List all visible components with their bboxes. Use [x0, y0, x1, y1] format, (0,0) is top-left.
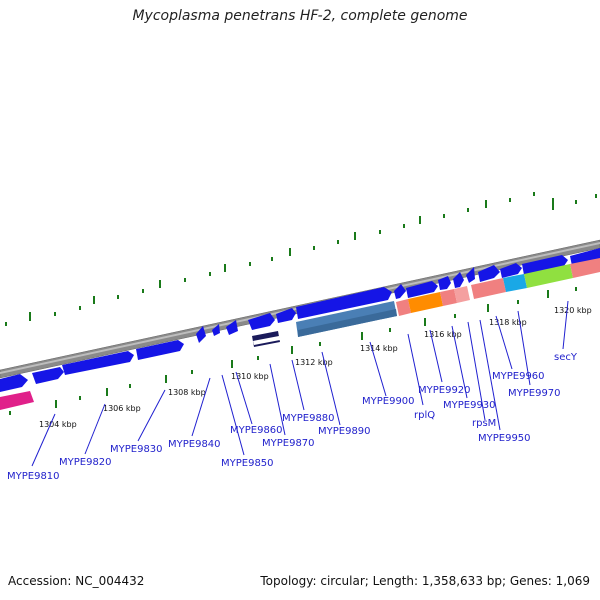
gene-arrow	[62, 351, 134, 375]
outer-tick-row	[5, 192, 597, 326]
kbp-label: 1308 kbp	[168, 388, 206, 397]
gene-label-mype9930: MYPE9930	[443, 400, 496, 411]
leader-line	[467, 321, 486, 421]
gene-leader-lines	[31, 300, 569, 467]
feature-block	[503, 274, 527, 292]
gene-arrow	[478, 265, 500, 282]
gene-arrow	[406, 281, 438, 298]
kbp-label: 1320 kbp	[554, 306, 592, 315]
gene-label-secy: secY	[554, 352, 578, 363]
kbp-label: 1314 kbp	[360, 344, 398, 353]
feature-band	[0, 258, 600, 410]
gene-arrow	[466, 267, 475, 283]
gene-arrow	[226, 320, 238, 335]
forward-genes	[0, 248, 600, 392]
gene-arrow	[196, 326, 206, 343]
gene-arrow	[276, 308, 296, 323]
kbp-label: 1318 kbp	[489, 318, 527, 327]
accession-text: Accession: NC_004432	[8, 574, 145, 588]
gene-arrow	[453, 272, 464, 288]
feature-block	[253, 336, 280, 345]
kbp-label: 1306 kbp	[103, 404, 141, 413]
leader-line	[31, 413, 56, 467]
map-title: Mycoplasma penetrans HF-2, complete geno…	[132, 8, 468, 24]
gene-label-mype9920: MYPE9920	[418, 385, 471, 396]
gene-arrow	[212, 324, 220, 336]
leader-line	[451, 325, 468, 399]
leader-line	[562, 300, 569, 350]
inner-tick-row	[9, 287, 577, 415]
leader-line	[407, 333, 424, 406]
kbp-label: 1312 kbp	[295, 358, 333, 367]
feature-block	[524, 264, 573, 288]
gene-label-mype9820: MYPE9820	[59, 457, 112, 468]
gene-label-mype9880: MYPE9880	[282, 413, 335, 424]
gene-label-mype9870: MYPE9870	[262, 438, 315, 449]
gene-arrow	[248, 313, 275, 330]
feature-block	[408, 292, 443, 313]
gene-label-mype9960: MYPE9960	[492, 371, 545, 382]
gene-arrow	[0, 374, 28, 392]
gene-label-rplq: rplQ	[414, 410, 435, 421]
gene-labels: MYPE9810 MYPE9820 MYPE9830 MYPE9840 MYPE…	[7, 352, 578, 482]
kbp-label: 1304 kbp	[39, 420, 77, 429]
gene-arrow	[32, 367, 64, 384]
leader-line	[495, 315, 513, 370]
leader-line	[517, 310, 531, 386]
gene-label-mype9850: MYPE9850	[221, 458, 274, 469]
feature-block	[396, 299, 411, 316]
gene-label-mype9970: MYPE9970	[508, 388, 561, 399]
gene-label-mype9890: MYPE9890	[318, 426, 371, 437]
gene-label-mype9900: MYPE9900	[362, 396, 415, 407]
gene-label-rpsm: rpsM	[472, 418, 496, 429]
gene-arrow	[136, 340, 184, 360]
gene-arrow	[394, 284, 406, 299]
feature-block	[471, 278, 506, 299]
feature-block	[298, 309, 397, 337]
gene-label-mype9830: MYPE9830	[110, 444, 163, 455]
leader-line	[291, 359, 305, 411]
leader-line	[479, 319, 501, 431]
feature-block	[0, 391, 34, 410]
kbp-labels: 1304 kbp 1306 kbp 1308 kbp 1310 kbp 1312…	[39, 306, 592, 429]
leader-line	[84, 403, 106, 455]
leader-line	[369, 341, 387, 397]
gene-label-mype9860: MYPE9860	[230, 425, 283, 436]
gene-label-mype9810: MYPE9810	[7, 471, 60, 482]
feature-block	[570, 258, 600, 278]
gene-arrow	[522, 255, 568, 275]
gene-label-mype9950: MYPE9950	[478, 433, 531, 444]
leader-line	[321, 351, 341, 426]
feature-block	[454, 286, 470, 303]
leader-line	[137, 389, 166, 442]
gene-label-mype9840: MYPE9840	[168, 439, 221, 450]
gene-arrow	[500, 263, 522, 278]
genome-stats-text: Topology: circular; Length: 1,358,633 bp…	[260, 574, 590, 588]
leader-line	[191, 377, 211, 437]
leader-line	[235, 371, 253, 425]
feature-block	[440, 289, 457, 306]
leader-line	[269, 363, 286, 436]
kbp-label: 1316 kbp	[424, 330, 462, 339]
gene-arrow	[296, 287, 392, 319]
leader-line	[221, 374, 245, 456]
gene-arrow	[438, 276, 451, 290]
kbp-label: 1310 kbp	[231, 372, 269, 381]
leader-line	[429, 329, 443, 383]
